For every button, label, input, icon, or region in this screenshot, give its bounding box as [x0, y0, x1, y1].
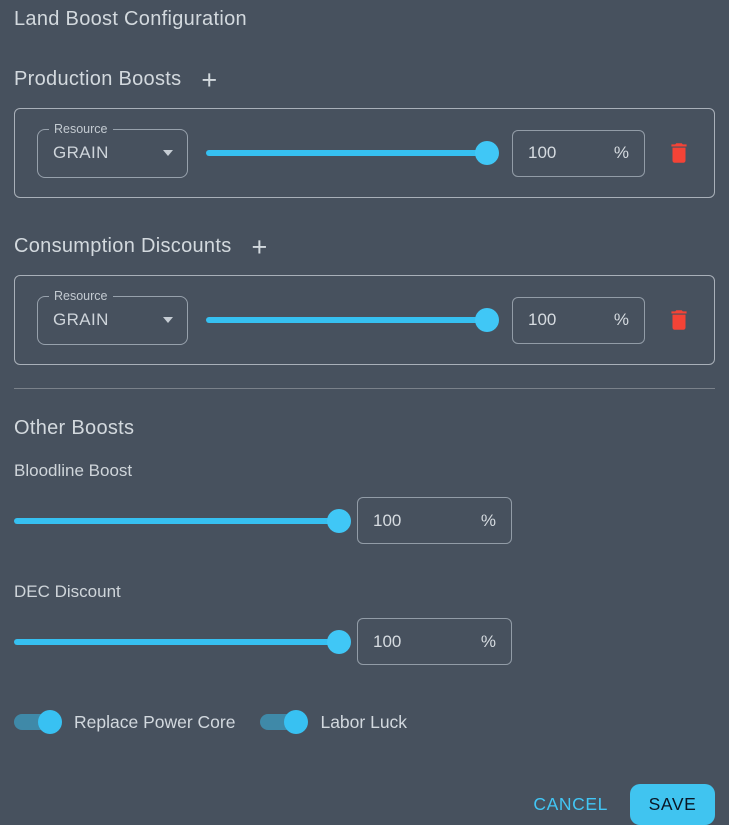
slider-thumb[interactable] [475, 141, 499, 165]
switch-thumb[interactable] [38, 710, 62, 734]
consumption-discounts-header: Consumption Discounts + [14, 233, 715, 260]
resource-select-value: GRAIN [53, 310, 109, 329]
cancel-button[interactable]: CANCEL [527, 786, 614, 823]
resource-select[interactable]: Resource GRAIN [37, 288, 188, 345]
production-percent-field: % [512, 129, 645, 177]
slider-fill [206, 317, 496, 323]
production-boost-slider[interactable] [206, 141, 499, 165]
footer-actions: CANCEL SAVE [14, 784, 715, 825]
dec-percent-field: % [357, 618, 512, 665]
percent-suffix: % [480, 510, 496, 530]
dec-percent-input[interactable] [373, 631, 431, 652]
chevron-down-icon [163, 150, 173, 156]
slider-thumb[interactable] [327, 629, 351, 654]
toggles-row: Replace Power Core Labor Luck [14, 710, 715, 734]
delete-production-boost-button[interactable] [666, 140, 692, 166]
slider-thumb[interactable] [327, 508, 351, 533]
bloodline-boost-slider[interactable] [14, 508, 351, 533]
replace-power-core-toggle[interactable] [14, 710, 62, 734]
slider-thumb[interactable] [475, 308, 499, 332]
bloodline-boost-label: Bloodline Boost [14, 461, 133, 480]
percent-suffix: % [480, 631, 496, 651]
percent-suffix: % [613, 143, 629, 162]
consumption-discount-slider[interactable] [206, 308, 499, 332]
production-percent-input[interactable] [528, 143, 586, 163]
percent-suffix: % [613, 310, 629, 329]
save-button[interactable]: SAVE [630, 784, 715, 825]
dec-discount-label: DEC Discount [14, 582, 121, 601]
bloodline-percent-input[interactable] [373, 510, 431, 531]
replace-power-core-toggle-item: Replace Power Core [14, 710, 235, 734]
resource-select-label: Resource [49, 121, 113, 137]
resource-select-value: GRAIN [53, 143, 109, 162]
slider-fill [206, 150, 496, 156]
slider-fill [14, 517, 348, 524]
bloodline-percent-field: % [357, 497, 512, 544]
bloodline-boost-row: % [14, 497, 715, 544]
consumption-discounts-title: Consumption Discounts [14, 235, 232, 257]
production-boost-row: Resource GRAIN % [14, 108, 715, 198]
consumption-discount-row: Resource GRAIN % [14, 275, 715, 365]
labor-luck-label: Labor Luck [320, 711, 408, 732]
labor-luck-toggle[interactable] [260, 710, 309, 734]
page-title: Land Boost Configuration [14, 8, 247, 30]
trash-icon [671, 310, 687, 330]
section-divider [14, 388, 715, 389]
trash-icon [671, 143, 687, 163]
add-consumption-discount-button[interactable]: + [248, 233, 272, 260]
other-boosts-title: Other Boosts [14, 417, 135, 439]
consumption-percent-input[interactable] [528, 310, 586, 330]
production-boosts-header: Production Boosts + [14, 66, 715, 93]
dec-discount-row: % [14, 618, 715, 665]
resource-select-label: Resource [49, 288, 113, 304]
replace-power-core-label: Replace Power Core [74, 711, 236, 732]
consumption-percent-field: % [512, 296, 645, 344]
dec-discount-slider[interactable] [14, 629, 351, 654]
resource-select[interactable]: Resource GRAIN [37, 121, 188, 178]
add-production-boost-button[interactable]: + [197, 66, 221, 93]
production-boosts-title: Production Boosts [14, 68, 182, 90]
chevron-down-icon [163, 317, 173, 323]
slider-fill [14, 638, 348, 645]
labor-luck-toggle-item: Labor Luck [260, 710, 407, 734]
switch-thumb[interactable] [284, 710, 309, 734]
delete-consumption-discount-button[interactable] [666, 307, 692, 333]
